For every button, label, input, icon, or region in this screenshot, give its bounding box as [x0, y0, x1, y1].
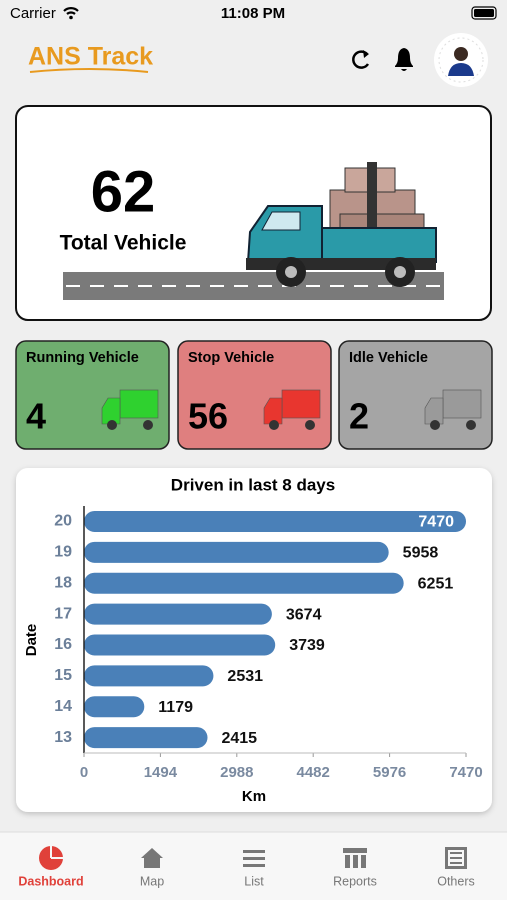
avatar-body	[448, 63, 474, 76]
bar	[84, 634, 276, 656]
x-tick-label: 2988	[220, 764, 253, 781]
status-title: Stop Vehicle	[188, 350, 274, 366]
mini-truck-box	[442, 389, 482, 419]
tab-icon[interactable]	[445, 847, 467, 869]
y-tick-label: 19	[54, 544, 72, 561]
x-tick-label: 1494	[144, 764, 178, 781]
y-tick-label: 20	[54, 513, 72, 530]
tab-label[interactable]: List	[244, 874, 264, 888]
bar-value-label: 2531	[227, 668, 263, 685]
wifi-icon	[63, 7, 79, 15]
bar	[84, 603, 272, 625]
y-tick-label: 15	[54, 667, 72, 684]
bar-value-label: 5958	[403, 545, 439, 562]
mini-truck-box	[119, 389, 159, 419]
refresh-icon[interactable]	[352, 50, 370, 69]
total-label: Total Vehicle	[60, 232, 187, 255]
tab-icon[interactable]	[343, 848, 367, 868]
tab-label[interactable]: Map	[140, 874, 164, 888]
pole	[367, 162, 377, 228]
tab-icon-slice	[50, 846, 63, 859]
y-axis-label: Date	[23, 624, 40, 657]
bar	[84, 727, 208, 749]
y-tick-label: 18	[54, 574, 72, 591]
avatar-head	[454, 47, 468, 61]
bar-value-label: 2415	[221, 730, 257, 747]
mini-wheel	[305, 420, 315, 430]
mini-truck-cab	[263, 397, 283, 425]
x-tick-label: 4482	[297, 764, 330, 781]
tab-label[interactable]: Reports	[333, 874, 377, 888]
x-tick-label: 0	[80, 764, 88, 781]
mini-wheel	[430, 420, 440, 430]
mini-truck-box	[281, 389, 321, 419]
status-title: Running Vehicle	[26, 350, 139, 366]
bar	[84, 572, 404, 594]
mini-truck-cab	[101, 397, 121, 425]
x-axis-label: Km	[242, 788, 266, 805]
hub	[394, 266, 406, 278]
mini-wheel	[466, 420, 476, 430]
avatar-ring	[438, 37, 484, 83]
y-tick-label: 17	[54, 605, 72, 622]
bar-value-label: 1179	[158, 699, 193, 716]
tab-label[interactable]: Others	[437, 874, 475, 888]
wifi-dot	[69, 15, 73, 20]
bar-value-label: 7470	[418, 514, 454, 531]
chart-title: Driven in last 8 days	[171, 475, 335, 494]
hub	[285, 266, 297, 278]
truck-window	[261, 211, 301, 231]
logo-underline	[29, 68, 149, 73]
mini-wheel	[107, 420, 117, 430]
bar	[84, 696, 145, 718]
status-card[interactable]	[338, 340, 493, 450]
battery	[471, 6, 497, 20]
y-tick-label: 16	[54, 636, 72, 653]
bar	[84, 510, 466, 532]
tab-icon[interactable]	[243, 850, 265, 867]
status-title: Idle Vehicle	[349, 350, 428, 366]
bar-value-label: 3674	[286, 606, 322, 623]
x-tick-label: 7470	[449, 764, 482, 781]
status-count: 4	[26, 396, 46, 437]
bar	[84, 665, 214, 687]
status-count: 2	[349, 396, 369, 437]
total-count: 62	[91, 159, 156, 224]
clock: 11:08 PM	[221, 5, 285, 22]
status-count: 56	[188, 396, 228, 437]
refresh-arrow	[363, 50, 369, 58]
logo: ANS Track	[28, 43, 153, 71]
bar	[84, 541, 389, 563]
carrier: Carrier	[10, 5, 56, 22]
status-card[interactable]	[15, 340, 170, 450]
tab-icon[interactable]	[141, 848, 163, 868]
status-card[interactable]	[177, 340, 332, 450]
x-tick-label: 5976	[373, 764, 406, 781]
bar-value-label: 3739	[289, 637, 325, 654]
truck-illustration	[63, 162, 444, 300]
tab-label[interactable]: Dashboard	[18, 874, 83, 888]
mini-truck-cab	[424, 397, 444, 425]
battery-level	[474, 9, 494, 17]
mini-wheel	[143, 420, 153, 430]
bell-icon[interactable]	[395, 48, 413, 71]
truck-bed	[321, 227, 437, 263]
bar-value-label: 6251	[418, 575, 454, 592]
y-tick-label: 14	[54, 698, 72, 715]
y-tick-label: 13	[54, 729, 72, 746]
mini-wheel	[269, 420, 279, 430]
